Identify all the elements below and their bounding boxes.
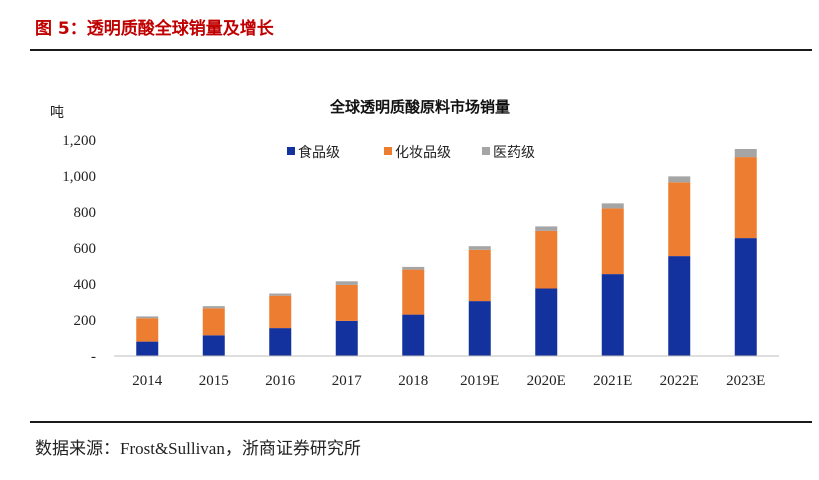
bar-food-2015 [202,335,225,356]
bar-cosmetic-2021E [601,208,624,275]
y-axis-unit: 吨 [50,105,64,121]
x-axis: 2014 2015 2016 2017 2018 2019E 2020E 2021E 2022E… [114,355,779,389]
x-tick-label: 2015 [199,373,229,389]
source-note: 数据来源：Frost&Sullivan，浙商证券研究所 [35,439,361,458]
y-axis: - 200 400 600 800 1,000 1,200 [62,133,96,365]
legend-swatch-food [287,147,295,155]
bottom-divider [30,421,812,423]
bar-medical-2018 [402,266,425,270]
x-tick-label: 2023E [726,373,765,389]
bar-medical-2015 [202,306,225,309]
y-tick-label: 800 [74,205,97,221]
x-tick-label: 2018 [398,373,428,389]
x-tick-label: 2014 [132,373,163,389]
bar-medical-2014 [136,316,159,319]
bar-cosmetic-2019E [468,249,491,302]
bar-food-2014 [136,341,159,356]
top-divider [30,49,812,51]
bar-food-2021E [601,274,624,356]
x-tick-label: 2020E [527,373,566,389]
bar-medical-2020E [535,226,558,231]
bar-food-2017 [335,320,358,356]
bar-food-2019E [468,301,491,356]
legend-label-food: 食品级 [298,144,340,161]
figure-title: 图 5：透明质酸全球销量及增长 [35,19,274,39]
bar-medical-2016 [269,293,292,296]
bar-cosmetic-2017 [335,284,358,321]
bar-cosmetic-2023E [734,157,757,239]
x-tick-label: 2016 [265,373,296,389]
bar-cosmetic-2016 [269,295,292,329]
y-tick-label: 200 [74,313,97,329]
bar-cosmetic-2015 [202,308,225,336]
chart-title: 全球透明质酸原料市场销量 [329,98,510,116]
bar-medical-2017 [335,281,358,285]
bar-medical-2022E [668,176,691,183]
x-tick-label: 2017 [332,373,363,389]
x-tick-label: 2019E [460,373,499,389]
bar-food-2018 [402,314,425,356]
legend-swatch-cosmetic [384,147,392,155]
bar-cosmetic-2022E [668,182,691,257]
y-tick-label: 1,000 [62,169,96,185]
bar-cosmetic-2020E [535,230,558,289]
bar-medical-2021E [601,203,624,209]
bar-medical-2019E [468,246,491,250]
y-tick-label: 1,200 [62,133,96,149]
legend-label-cosmetic: 化妆品级 [395,145,451,161]
legend: 食品级 化妆品级 医药级 [287,144,535,161]
bar-cosmetic-2014 [136,318,159,342]
bar-food-2016 [269,328,292,356]
bar-food-2022E [668,256,691,356]
legend-label-medical: 医药级 [493,145,535,161]
bar-cosmetic-2018 [402,269,425,315]
y-tick-label: - [91,349,96,365]
y-tick-label: 600 [74,241,97,257]
bar-medical-2023E [734,149,757,158]
y-tick-label: 400 [74,277,97,293]
bars-group [136,149,757,356]
x-tick-label: 2022E [660,373,699,389]
legend-swatch-medical [482,147,490,155]
bar-food-2020E [535,288,558,356]
x-tick-label: 2021E [593,373,632,389]
bar-food-2023E [734,238,757,356]
